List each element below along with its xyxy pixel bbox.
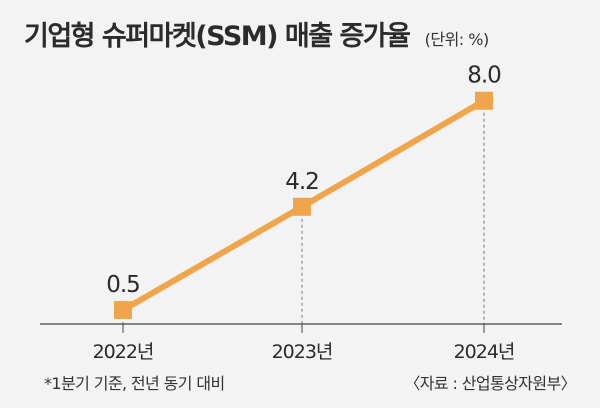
x-tick-label-0: 2022년 <box>93 341 154 363</box>
chart-title: 기업형 슈퍼마켓(SSM) 매출 증가율 <box>24 21 411 52</box>
data-label-2: 8.0 <box>467 63 501 89</box>
data-label-0: 0.5 <box>106 272 140 298</box>
data-label-1: 4.2 <box>285 169 319 195</box>
data-point-2 <box>475 91 493 110</box>
source-credit: 〈자료 : 산업통상자원부〉 <box>404 374 576 393</box>
data-point-0 <box>114 301 132 320</box>
x-tick-label-1: 2023년 <box>272 341 333 363</box>
data-point-1 <box>293 197 311 216</box>
footnote: *1분기 기준, 전년 동기 대비 <box>44 374 225 393</box>
unit-label: (단위: %) <box>424 30 490 49</box>
x-tick-label-2: 2024년 <box>454 341 515 363</box>
chart-header: 기업형 슈퍼마켓(SSM) 매출 증가율 (단위: %) <box>24 14 489 53</box>
